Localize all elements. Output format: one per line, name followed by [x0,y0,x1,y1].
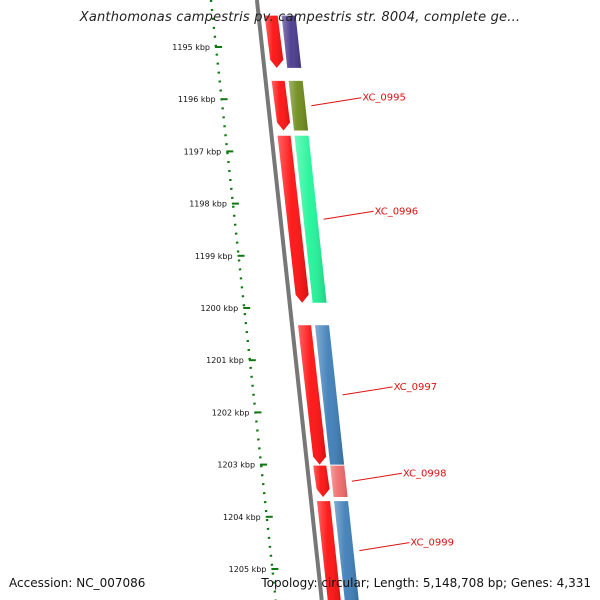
reverse-gene-shade [271,80,291,131]
feature-block-shade [315,325,345,465]
reverse-strand-track [264,15,341,600]
feature-label[interactable]: XC_0998 [403,468,447,479]
reverse-gene-shade [313,465,330,497]
reverse-gene-shade [277,135,309,303]
accession-text: Accession: NC_007086 [9,576,146,590]
ruler-tick-label: 1197 kbp [184,147,222,156]
backbone-track [254,0,324,600]
ruler-tick-label: 1203 kbp [217,461,255,470]
ruler-tick-label: 1202 kbp [212,408,250,417]
feature-label-leader [342,386,393,396]
ruler-tick-label: 1201 kbp [206,356,244,365]
feature-label-leader [359,542,410,552]
feature-block-shade [334,501,359,600]
ruler-tick-label: 1205 kbp [229,565,267,574]
feature-block-shade [288,80,309,131]
feature-block-shade [330,465,348,497]
map-title: Xanthomonas campestris pv. campestris st… [79,10,521,25]
backbone-line [254,0,324,600]
feature-block-shade [281,15,302,68]
feature-label[interactable]: XC_0996 [375,206,419,217]
feature-track [281,15,359,600]
feature-label-leader [311,97,362,107]
ruler-tick-label: 1195 kbp [172,43,210,52]
feature-label[interactable]: XC_0999 [410,538,454,549]
ruler-tick-label: 1200 kbp [200,304,238,313]
feature-label-leader [323,210,374,220]
topology-summary: Topology: circular; Length: 5,148,708 bp… [261,576,591,590]
feature-label[interactable]: XC_0997 [394,382,438,393]
feature-label[interactable]: XC_0995 [362,93,406,104]
ruler-track: 1195 kbp 1196 kbp 1197 kbp 1198 kbp 1199 kbp… [172,0,279,600]
ruler-tick-label: 1198 kbp [189,200,227,209]
reverse-gene-shade [317,501,341,600]
feature-labels: XC_0995 XC_0996 XC_0997 XC_0998 XC_0999 [311,93,454,552]
feature-label-leader [351,472,402,482]
ruler-tick-label: 1204 kbp [223,513,261,522]
reverse-gene-shade [298,325,327,465]
ruler-tick-label: 1196 kbp [178,95,216,104]
reverse-gene-shade [264,15,284,68]
feature-block-shade [294,135,327,303]
ruler-tick-label: 1199 kbp [195,252,233,261]
